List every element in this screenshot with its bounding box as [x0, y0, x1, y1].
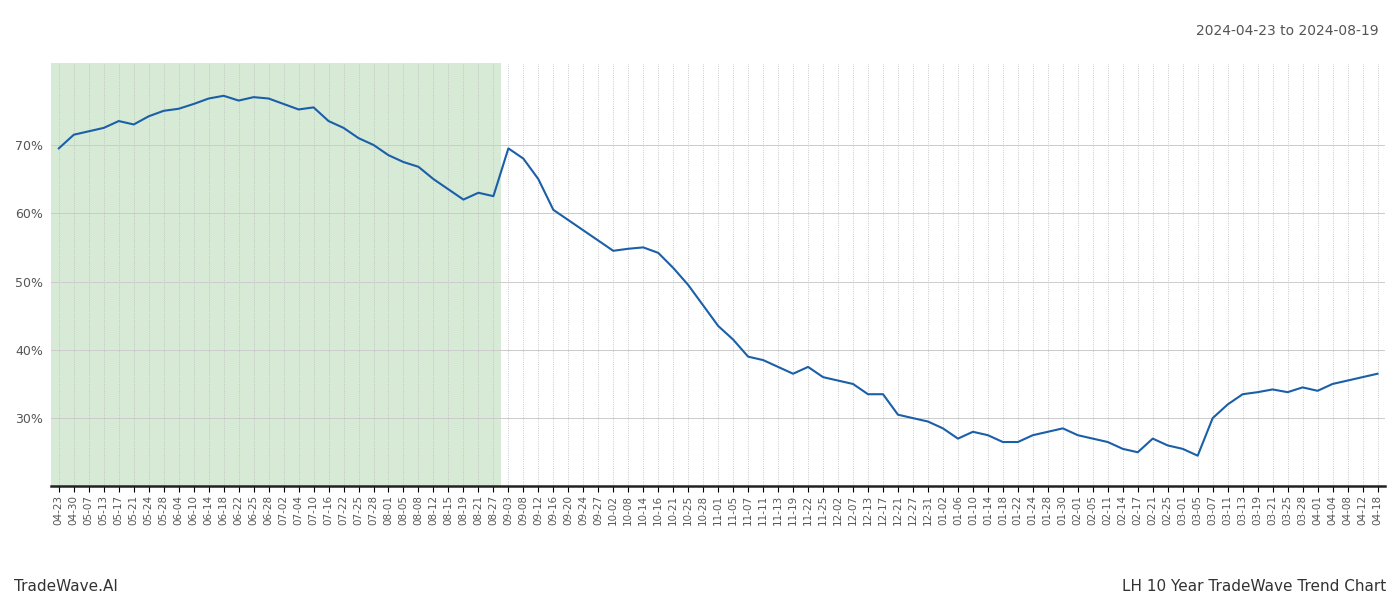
- Text: 2024-04-23 to 2024-08-19: 2024-04-23 to 2024-08-19: [1197, 24, 1379, 38]
- Text: LH 10 Year TradeWave Trend Chart: LH 10 Year TradeWave Trend Chart: [1121, 579, 1386, 594]
- Bar: [52, 63, 501, 487]
- Text: TradeWave.AI: TradeWave.AI: [14, 579, 118, 594]
